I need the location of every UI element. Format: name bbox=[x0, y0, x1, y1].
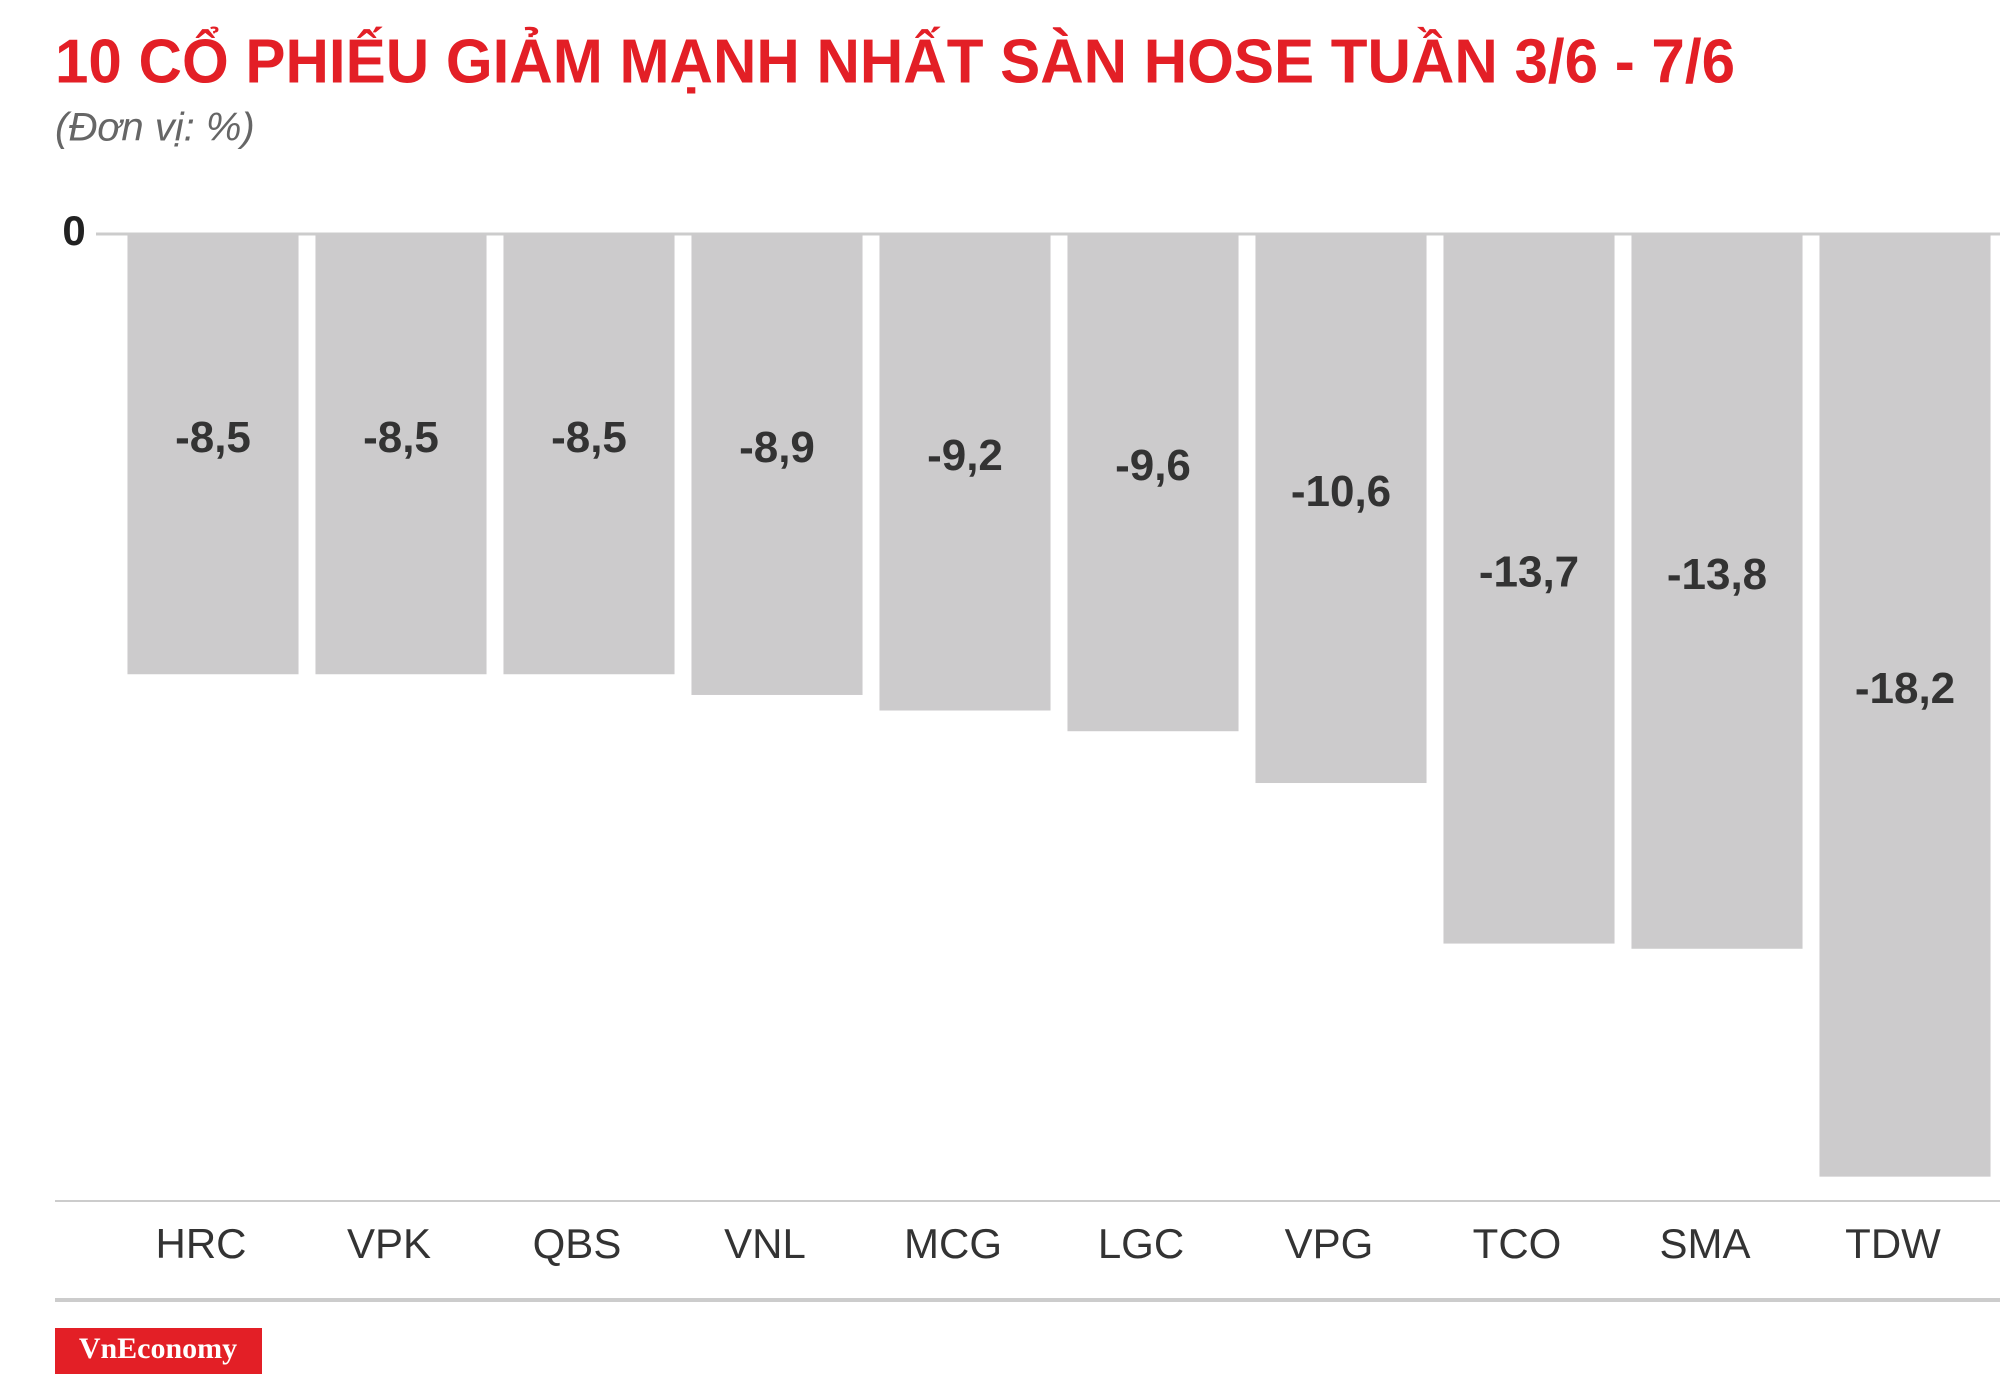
x-tick-label: MCG bbox=[904, 1220, 1002, 1267]
x-tick-label: VPK bbox=[347, 1220, 431, 1267]
value-label: -13,8 bbox=[1667, 550, 1767, 599]
bar bbox=[691, 234, 863, 695]
x-tick-label: TDW bbox=[1845, 1220, 1941, 1267]
bar bbox=[503, 234, 675, 675]
chart-subtitle: (Đơn vị: %) bbox=[55, 106, 255, 150]
value-label: -9,2 bbox=[927, 431, 1003, 480]
value-label: -8,5 bbox=[175, 413, 251, 462]
x-tick-label: TCO bbox=[1473, 1220, 1562, 1267]
x-tick-label: QBS bbox=[533, 1220, 622, 1267]
logo-box bbox=[55, 1328, 262, 1374]
y-tick-label: 0 bbox=[62, 207, 85, 254]
value-label: -8,5 bbox=[551, 413, 627, 462]
x-tick-label: VPG bbox=[1285, 1220, 1374, 1267]
bar bbox=[879, 234, 1051, 711]
value-label: -13,7 bbox=[1479, 547, 1579, 596]
chart-title: 10 CỔ PHIẾU GIẢM MẠNH NHẤT SÀN HOSE TUẦN… bbox=[55, 26, 1735, 96]
x-tick-label: HRC bbox=[156, 1220, 247, 1267]
bar bbox=[1067, 234, 1239, 732]
bar bbox=[127, 234, 299, 675]
bar bbox=[1631, 234, 1803, 949]
value-label: -18,2 bbox=[1855, 664, 1955, 713]
bar bbox=[1819, 234, 1991, 1177]
value-label: -10,6 bbox=[1291, 467, 1391, 516]
bar bbox=[1255, 234, 1427, 784]
value-label: -9,6 bbox=[1115, 441, 1191, 490]
x-tick-label: LGC bbox=[1098, 1220, 1184, 1267]
value-label: -8,5 bbox=[363, 413, 439, 462]
x-tick-label: SMA bbox=[1659, 1220, 1750, 1267]
x-tick-label: VNL bbox=[724, 1220, 806, 1267]
bar bbox=[315, 234, 487, 675]
logo-text: VnEconomy bbox=[79, 1332, 237, 1365]
bar bbox=[1443, 234, 1615, 944]
value-label: -8,9 bbox=[739, 423, 815, 472]
